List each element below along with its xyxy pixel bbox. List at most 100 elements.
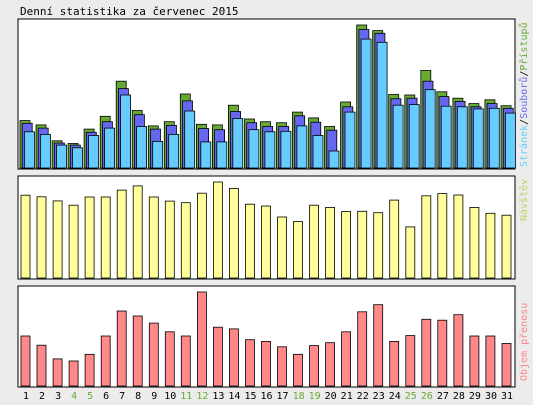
x-tick-label-day-7: 7 — [119, 391, 125, 402]
x-tick-label-day-16: 16 — [260, 391, 272, 402]
panel-2 — [17, 175, 516, 280]
x-tick-label-day-12: 12 — [196, 391, 208, 402]
bar-navstev-day-5 — [84, 196, 95, 279]
bar-navstev-day-27 — [437, 193, 448, 279]
x-tick-label-day-18: 18 — [293, 391, 305, 402]
legend-navstev: Návštěv — [518, 179, 530, 221]
x-tick-label-day-9: 9 — [151, 391, 157, 402]
bar-stranek-day-13 — [216, 141, 228, 169]
bar-objem-day-7 — [116, 310, 127, 387]
x-tick-label-day-22: 22 — [357, 391, 369, 402]
bar-navstev-day-4 — [68, 204, 79, 279]
bar-navstev-day-1 — [20, 194, 31, 279]
legend-separator: / — [519, 71, 530, 77]
bar-navstev-day-19 — [309, 204, 320, 279]
bar-navstev-day-25 — [405, 226, 416, 279]
bar-navstev-day-13 — [212, 181, 223, 279]
x-tick-label-day-14: 14 — [228, 391, 240, 402]
bar-stranek-day-19 — [312, 135, 324, 169]
bar-stranek-day-14 — [232, 118, 244, 169]
chart-panels — [17, 18, 516, 388]
bar-objem-day-26 — [421, 318, 432, 387]
legend-hits-files-pages: Stránek/Souborů/Přístupů — [518, 22, 530, 167]
x-tick-label-day-30: 30 — [485, 391, 497, 402]
legend-separator: / — [519, 119, 530, 125]
x-tick-label-day-4: 4 — [71, 391, 77, 402]
x-tick-label-day-19: 19 — [309, 391, 321, 402]
bar-navstev-day-15 — [245, 203, 255, 279]
x-tick-label-day-8: 8 — [135, 391, 141, 402]
x-tick-label-day-25: 25 — [405, 391, 417, 402]
bar-navstev-day-6 — [100, 196, 111, 279]
bar-objem-day-20 — [325, 342, 336, 387]
bar-navstev-day-29 — [469, 206, 480, 279]
x-tick-label-day-28: 28 — [453, 391, 465, 402]
bar-stranek-day-12 — [200, 141, 212, 169]
bar-navstev-day-17 — [277, 216, 287, 279]
x-tick-label-day-31: 31 — [501, 391, 513, 402]
bar-objem-day-16 — [261, 340, 271, 387]
bar-stranek-day-31 — [504, 112, 516, 169]
bar-navstev-day-26 — [421, 195, 432, 279]
bar-stranek-day-7 — [120, 94, 131, 169]
bar-navstev-day-24 — [389, 199, 400, 279]
chart-title: Denní statistika za červenec 2015 — [20, 5, 239, 18]
x-tick-label-day-21: 21 — [341, 391, 353, 402]
bar-objem-day-13 — [212, 326, 223, 387]
bar-navstev-day-31 — [501, 214, 512, 279]
bar-stranek-day-18 — [296, 125, 308, 169]
bar-objem-day-28 — [453, 314, 464, 387]
bar-objem-day-14 — [228, 328, 239, 387]
bar-stranek-day-24 — [392, 104, 404, 169]
x-tick-label-day-15: 15 — [244, 391, 256, 402]
panel-1 — [17, 18, 516, 170]
bar-stranek-day-6 — [104, 127, 115, 169]
bar-objem-day-6 — [100, 335, 111, 387]
bar-stranek-day-20 — [328, 150, 340, 169]
bar-navstev-day-18 — [293, 221, 303, 279]
bar-navstev-day-9 — [148, 196, 159, 279]
bar-navstev-day-11 — [180, 202, 191, 279]
bar-stranek-day-30 — [488, 107, 500, 169]
x-tick-label-day-3: 3 — [55, 391, 61, 402]
bar-stranek-day-9 — [152, 140, 164, 169]
bar-objem-day-17 — [277, 346, 287, 387]
x-tick-label-day-5: 5 — [87, 391, 93, 402]
bar-stranek-day-5 — [88, 135, 99, 169]
bar-stranek-day-16 — [264, 131, 276, 169]
bar-objem-day-2 — [36, 344, 47, 387]
bar-navstev-day-28 — [453, 194, 464, 279]
bar-objem-day-29 — [469, 335, 480, 387]
bar-objem-day-19 — [309, 345, 320, 387]
bar-navstev-day-8 — [132, 185, 143, 279]
bar-navstev-day-2 — [36, 196, 47, 279]
bar-stranek-day-1 — [23, 131, 35, 169]
x-tick-label-day-2: 2 — [39, 391, 45, 402]
x-tick-label-day-13: 13 — [212, 391, 224, 402]
bar-navstev-day-14 — [228, 188, 239, 279]
x-tick-label-day-1: 1 — [23, 391, 29, 402]
x-tick-label-day-6: 6 — [103, 391, 109, 402]
x-tick-label-day-10: 10 — [164, 391, 176, 402]
panel-3 — [17, 285, 516, 388]
bar-navstev-day-20 — [325, 206, 336, 279]
bar-navstev-day-7 — [116, 189, 127, 279]
bar-navstev-day-21 — [341, 211, 352, 279]
bar-stranek-day-2 — [40, 133, 51, 169]
bar-objem-day-8 — [132, 315, 143, 387]
x-tick-label-day-27: 27 — [437, 391, 449, 402]
x-tick-label-day-17: 17 — [276, 391, 288, 402]
bar-stranek-day-23 — [376, 41, 388, 169]
bar-objem-day-30 — [485, 335, 496, 387]
bar-objem-day-24 — [389, 340, 400, 387]
bar-navstev-day-30 — [485, 212, 496, 279]
bar-navstev-day-3 — [52, 200, 63, 279]
bar-objem-day-5 — [84, 353, 95, 387]
bar-stranek-day-15 — [248, 129, 260, 169]
bar-stranek-day-3 — [56, 144, 67, 169]
bar-stranek-day-29 — [472, 108, 484, 169]
bar-stranek-day-22 — [360, 38, 372, 169]
bar-stranek-day-25 — [408, 104, 420, 169]
